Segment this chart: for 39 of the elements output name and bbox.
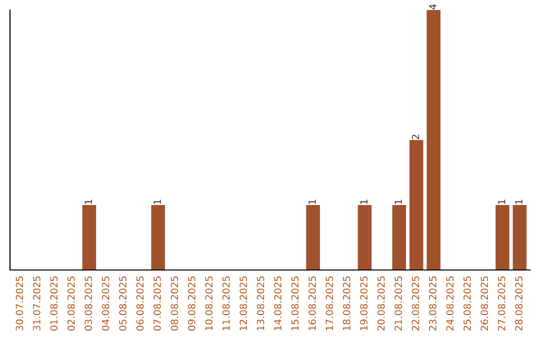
x-tick-label: 30.07.2025 [16, 276, 24, 330]
x-tick-label: 22.08.2025 [412, 276, 420, 331]
x-tick-label: 18.08.2025 [342, 276, 350, 330]
data-label: 1 [84, 200, 92, 204]
x-tick-label: 03.08.2025 [84, 276, 92, 331]
x-tick-label: 11.08.2025 [222, 276, 230, 330]
x-tick-label: 06.08.2025 [136, 276, 144, 331]
x-tick-label: 04.08.2025 [102, 276, 110, 331]
x-tick-label: 31.07.2025 [33, 276, 40, 330]
x-tick-label: 23.08.2025 [429, 276, 436, 331]
x-tick-label: 17.08.2025 [326, 276, 334, 330]
x-tick-label: 12.08.2025 [240, 276, 247, 330]
x-tick-label: 27.08.2025 [498, 276, 506, 331]
data-label: 1 [394, 200, 402, 204]
data-label: 1 [515, 200, 522, 204]
x-tick-label: 08.08.2025 [170, 276, 178, 331]
x-tick-label: 09.08.2025 [188, 276, 196, 331]
x-tick-label: 16.08.2025 [308, 276, 316, 330]
data-label: 1 [154, 200, 161, 204]
x-tick-label: 01.08.2025 [50, 276, 58, 331]
x-tick-label: 24.08.2025 [446, 276, 454, 331]
data-label: 1 [498, 200, 506, 204]
x-tick-label: 13.08.2025 [256, 276, 264, 330]
x-tick-label: 28.08.2025 [515, 276, 522, 331]
x-tick-label: 19.08.2025 [360, 276, 368, 330]
x-tick-label: 14.08.2025 [274, 276, 282, 330]
x-tick-label: 26.08.2025 [480, 276, 488, 331]
data-label: 2 [412, 134, 420, 140]
data-label: 4 [429, 4, 436, 10]
x-tick-label: 21.08.2025 [394, 276, 402, 331]
x-tick-label: 10.08.2025 [205, 276, 213, 330]
x-tick-label: 07.08.2025 [154, 276, 161, 331]
x-tick-label: 02.08.2025 [67, 276, 75, 331]
x-tick-label: 25.08.2025 [463, 276, 471, 331]
data-label: 1 [308, 200, 316, 204]
x-tick-label: 20.08.2025 [377, 276, 385, 331]
x-tick-label: 05.08.2025 [119, 276, 126, 331]
data-label: 1 [360, 200, 368, 204]
x-tick-label: 15.08.2025 [291, 276, 299, 330]
